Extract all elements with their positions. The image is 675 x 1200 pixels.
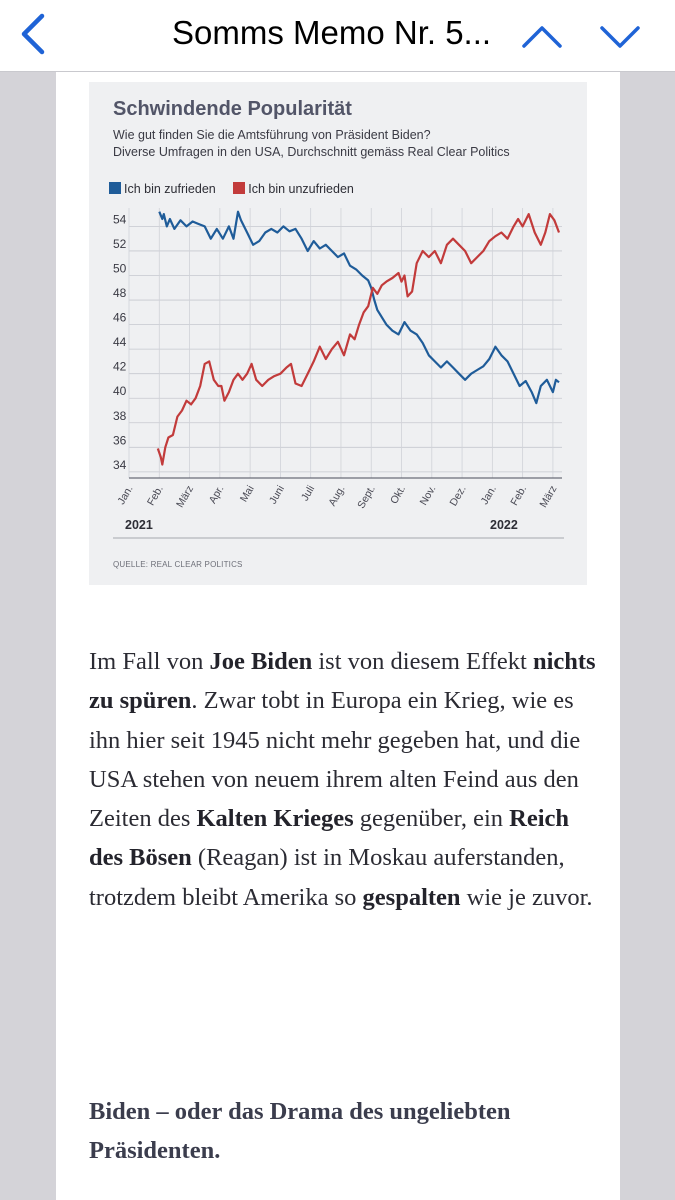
x-tick-label: Feb.: [508, 484, 529, 508]
navigation-bar: Somms Memo Nr. 5...: [0, 0, 675, 72]
x-tick-label: Apr.: [207, 484, 227, 506]
article-paragraph: Im Fall von Joe Biden ist von diesem Eff…: [89, 642, 599, 917]
y-tick-label: 54: [113, 212, 127, 226]
y-tick-label: 42: [113, 360, 127, 374]
x-tick-label: Sept.: [355, 484, 378, 511]
x-tick-label: Jan.: [479, 484, 499, 507]
text-run: ist von diesem Effekt: [312, 648, 533, 675]
series-line-unzufrieden: [156, 213, 561, 466]
legend-label-unzufrieden: Ich bin unzufrieden: [248, 182, 354, 196]
chart-subtitle-line-2: Diverse Umfragen in den USA, Durchschnit…: [113, 145, 510, 159]
back-button[interactable]: [14, 12, 54, 56]
legend-swatch-unzufrieden: [233, 182, 246, 194]
y-tick-label: 36: [113, 433, 127, 447]
legend-swatch-zufrieden: [109, 182, 121, 194]
x-tick-label: Dez.: [447, 484, 468, 509]
line-chart: 34 36 38 40 42 44 46 48 50 52 54 Jan. Feb. März Apr. Ma…: [113, 208, 564, 539]
bold-run: Joe Biden: [209, 648, 313, 675]
next-button[interactable]: [598, 20, 642, 52]
y-tick-label: 40: [113, 384, 127, 398]
y-tick-label: 46: [113, 311, 127, 325]
chevron-left-icon: [21, 13, 45, 55]
year-label-2022: 2022: [490, 518, 518, 532]
chart-legend: Ich bin zufrieden Ich bin unzufrieden: [109, 182, 368, 198]
year-label-2021: 2021: [125, 518, 153, 532]
x-tick-label: Aug.: [326, 484, 347, 509]
chart-source: QUELLE: REAL CLEAR POLITICS: [113, 560, 243, 569]
chevron-up-icon: [522, 26, 562, 48]
x-tick-label: Mai: [238, 484, 257, 505]
y-tick-label: 34: [113, 458, 127, 472]
bold-run: Reich des Bösen: [89, 805, 570, 872]
x-tick-label: März: [174, 484, 196, 510]
x-tick-label: Juni: [267, 484, 287, 507]
bold-run: Kalten Krieges: [196, 805, 354, 833]
section-heading: Biden – oder das Drama des ungeliebten P…: [89, 1098, 511, 1164]
text-run: wie je zuvor.: [460, 883, 593, 911]
x-tick-label: Nov.: [418, 484, 439, 508]
chart-figure: Schwindende Popularität Wie gut finden S…: [89, 82, 587, 585]
bold-run: gespalten: [362, 883, 461, 911]
x-tick-label: Okt.: [388, 484, 408, 507]
chart-subtitle-line-1: Wie gut finden Sie die Amtsführung von P…: [113, 128, 431, 142]
document-title: Somms Memo Nr. 5...: [172, 14, 492, 51]
legend-label-zufrieden: Ich bin zufrieden: [124, 182, 216, 196]
chart-title: Schwindende Popularität: [113, 98, 352, 120]
x-tick-label: Feb.: [145, 484, 166, 508]
x-tick-label: Jan.: [115, 484, 135, 507]
previous-button[interactable]: [520, 20, 564, 52]
y-tick-label: 52: [113, 237, 127, 251]
legend-item-zufrieden: Ich bin zufrieden: [109, 182, 216, 196]
y-tick-label: 50: [113, 262, 127, 276]
series-line-zufrieden: [158, 210, 560, 405]
text-run: gegenüber, ein: [353, 805, 510, 833]
y-tick-label: 48: [113, 286, 127, 300]
x-tick-label: März: [537, 484, 559, 510]
legend-item-unzufrieden: Ich bin unzufrieden: [233, 182, 354, 196]
text-run: . Zwar tobt in Europa ein Krieg, wie es …: [89, 687, 581, 833]
chevron-down-icon: [600, 26, 640, 48]
bold-run: nichts zu spüren: [89, 648, 596, 715]
text-run: Im Fall von: [89, 648, 210, 675]
y-tick-label: 44: [113, 335, 127, 349]
y-tick-label: 38: [113, 409, 127, 423]
x-tick-label: Juli: [299, 484, 317, 504]
document-page: Schwindende Popularität Wie gut finden S…: [56, 72, 620, 1200]
text-run: (Reagan) ist in Moskau auferstanden, tro…: [89, 844, 565, 911]
